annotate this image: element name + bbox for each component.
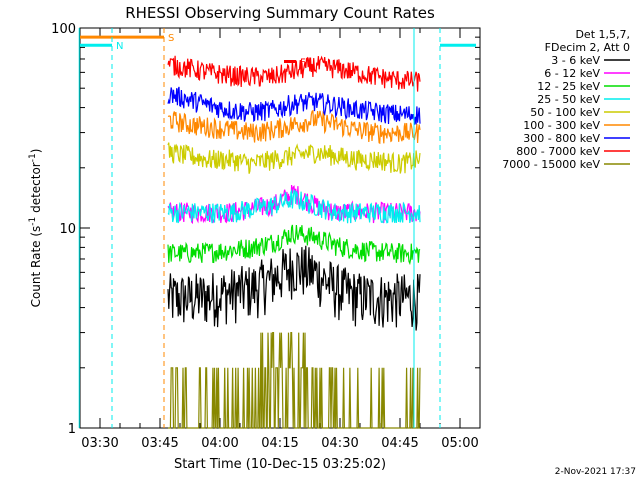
y-axis-label-sup1: -1 <box>28 217 38 226</box>
series-line-2 <box>167 224 421 266</box>
legend-entry-label: 50 - 100 keV <box>530 106 600 119</box>
series-line-7 <box>167 55 421 92</box>
flag-label: F <box>300 57 306 68</box>
x-tick-label: 04:15 <box>261 436 298 451</box>
axes: 1 10 100 03:30 03:45 04:00 04:15 04:30 04:45 05:0… <box>51 22 481 451</box>
x-tick-label: 04:00 <box>201 436 238 451</box>
series-line-8 <box>168 332 421 429</box>
x-tick-label: 03:45 <box>141 436 178 451</box>
x-axis-label: Start Time (10-Dec-15 03:25:02) <box>174 457 386 472</box>
legend-header: FDecim 2, Att 0 <box>545 41 630 54</box>
footer-date: 2-Nov-2021 17:37 <box>555 467 636 477</box>
y-tick-label: 10 <box>59 222 76 237</box>
flags-layer: S N F <box>78 28 476 428</box>
legend-entry-label: 300 - 800 keV <box>523 132 600 145</box>
y-axis-label-end: ) <box>29 149 43 154</box>
legend-entry-label: 7000 - 15000 keV <box>502 158 600 171</box>
y-axis-label-sup2: -1 <box>28 153 38 162</box>
y-axis-label-mid: detector <box>29 162 43 217</box>
legend-entry-label: 12 - 25 keV <box>537 80 600 93</box>
x-tick-label: 04:30 <box>321 436 358 451</box>
series-line-4 <box>167 142 421 174</box>
series-line-0 <box>167 245 421 331</box>
series-line-1 <box>167 184 421 225</box>
legend-header: Det 1,5,7, <box>575 28 630 41</box>
flag-label: S <box>168 33 174 44</box>
x-tick-label: 03:30 <box>81 436 118 451</box>
legend-entry-label: 6 - 12 keV <box>544 67 600 80</box>
legend-entry-label: 100 - 300 keV <box>523 119 600 132</box>
y-axis-label: Count Rate (s-1 detector-1) <box>28 149 43 308</box>
series-layer <box>167 55 421 429</box>
x-tick-label: 05:00 <box>441 436 478 451</box>
y-tick-label: 100 <box>51 22 76 37</box>
y-tick-label: 1 <box>68 422 76 437</box>
legend-entry-label: 25 - 50 keV <box>537 93 600 106</box>
y-axis-label-main: Count Rate (s <box>29 226 43 308</box>
series-line-3 <box>167 188 421 224</box>
legend-entry-label: 800 - 7000 keV <box>516 145 600 158</box>
flag-label: N <box>116 41 123 52</box>
legend-entry-label: 3 - 6 keV <box>551 54 600 67</box>
x-tick-label: 04:45 <box>381 436 418 451</box>
series-line-6 <box>167 86 421 125</box>
series-line-5 <box>167 109 421 145</box>
chart-title: RHESSI Observing Summary Count Rates <box>125 4 435 22</box>
